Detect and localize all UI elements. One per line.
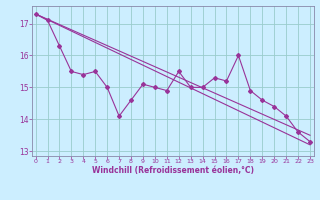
X-axis label: Windchill (Refroidissement éolien,°C): Windchill (Refroidissement éolien,°C) bbox=[92, 166, 254, 175]
